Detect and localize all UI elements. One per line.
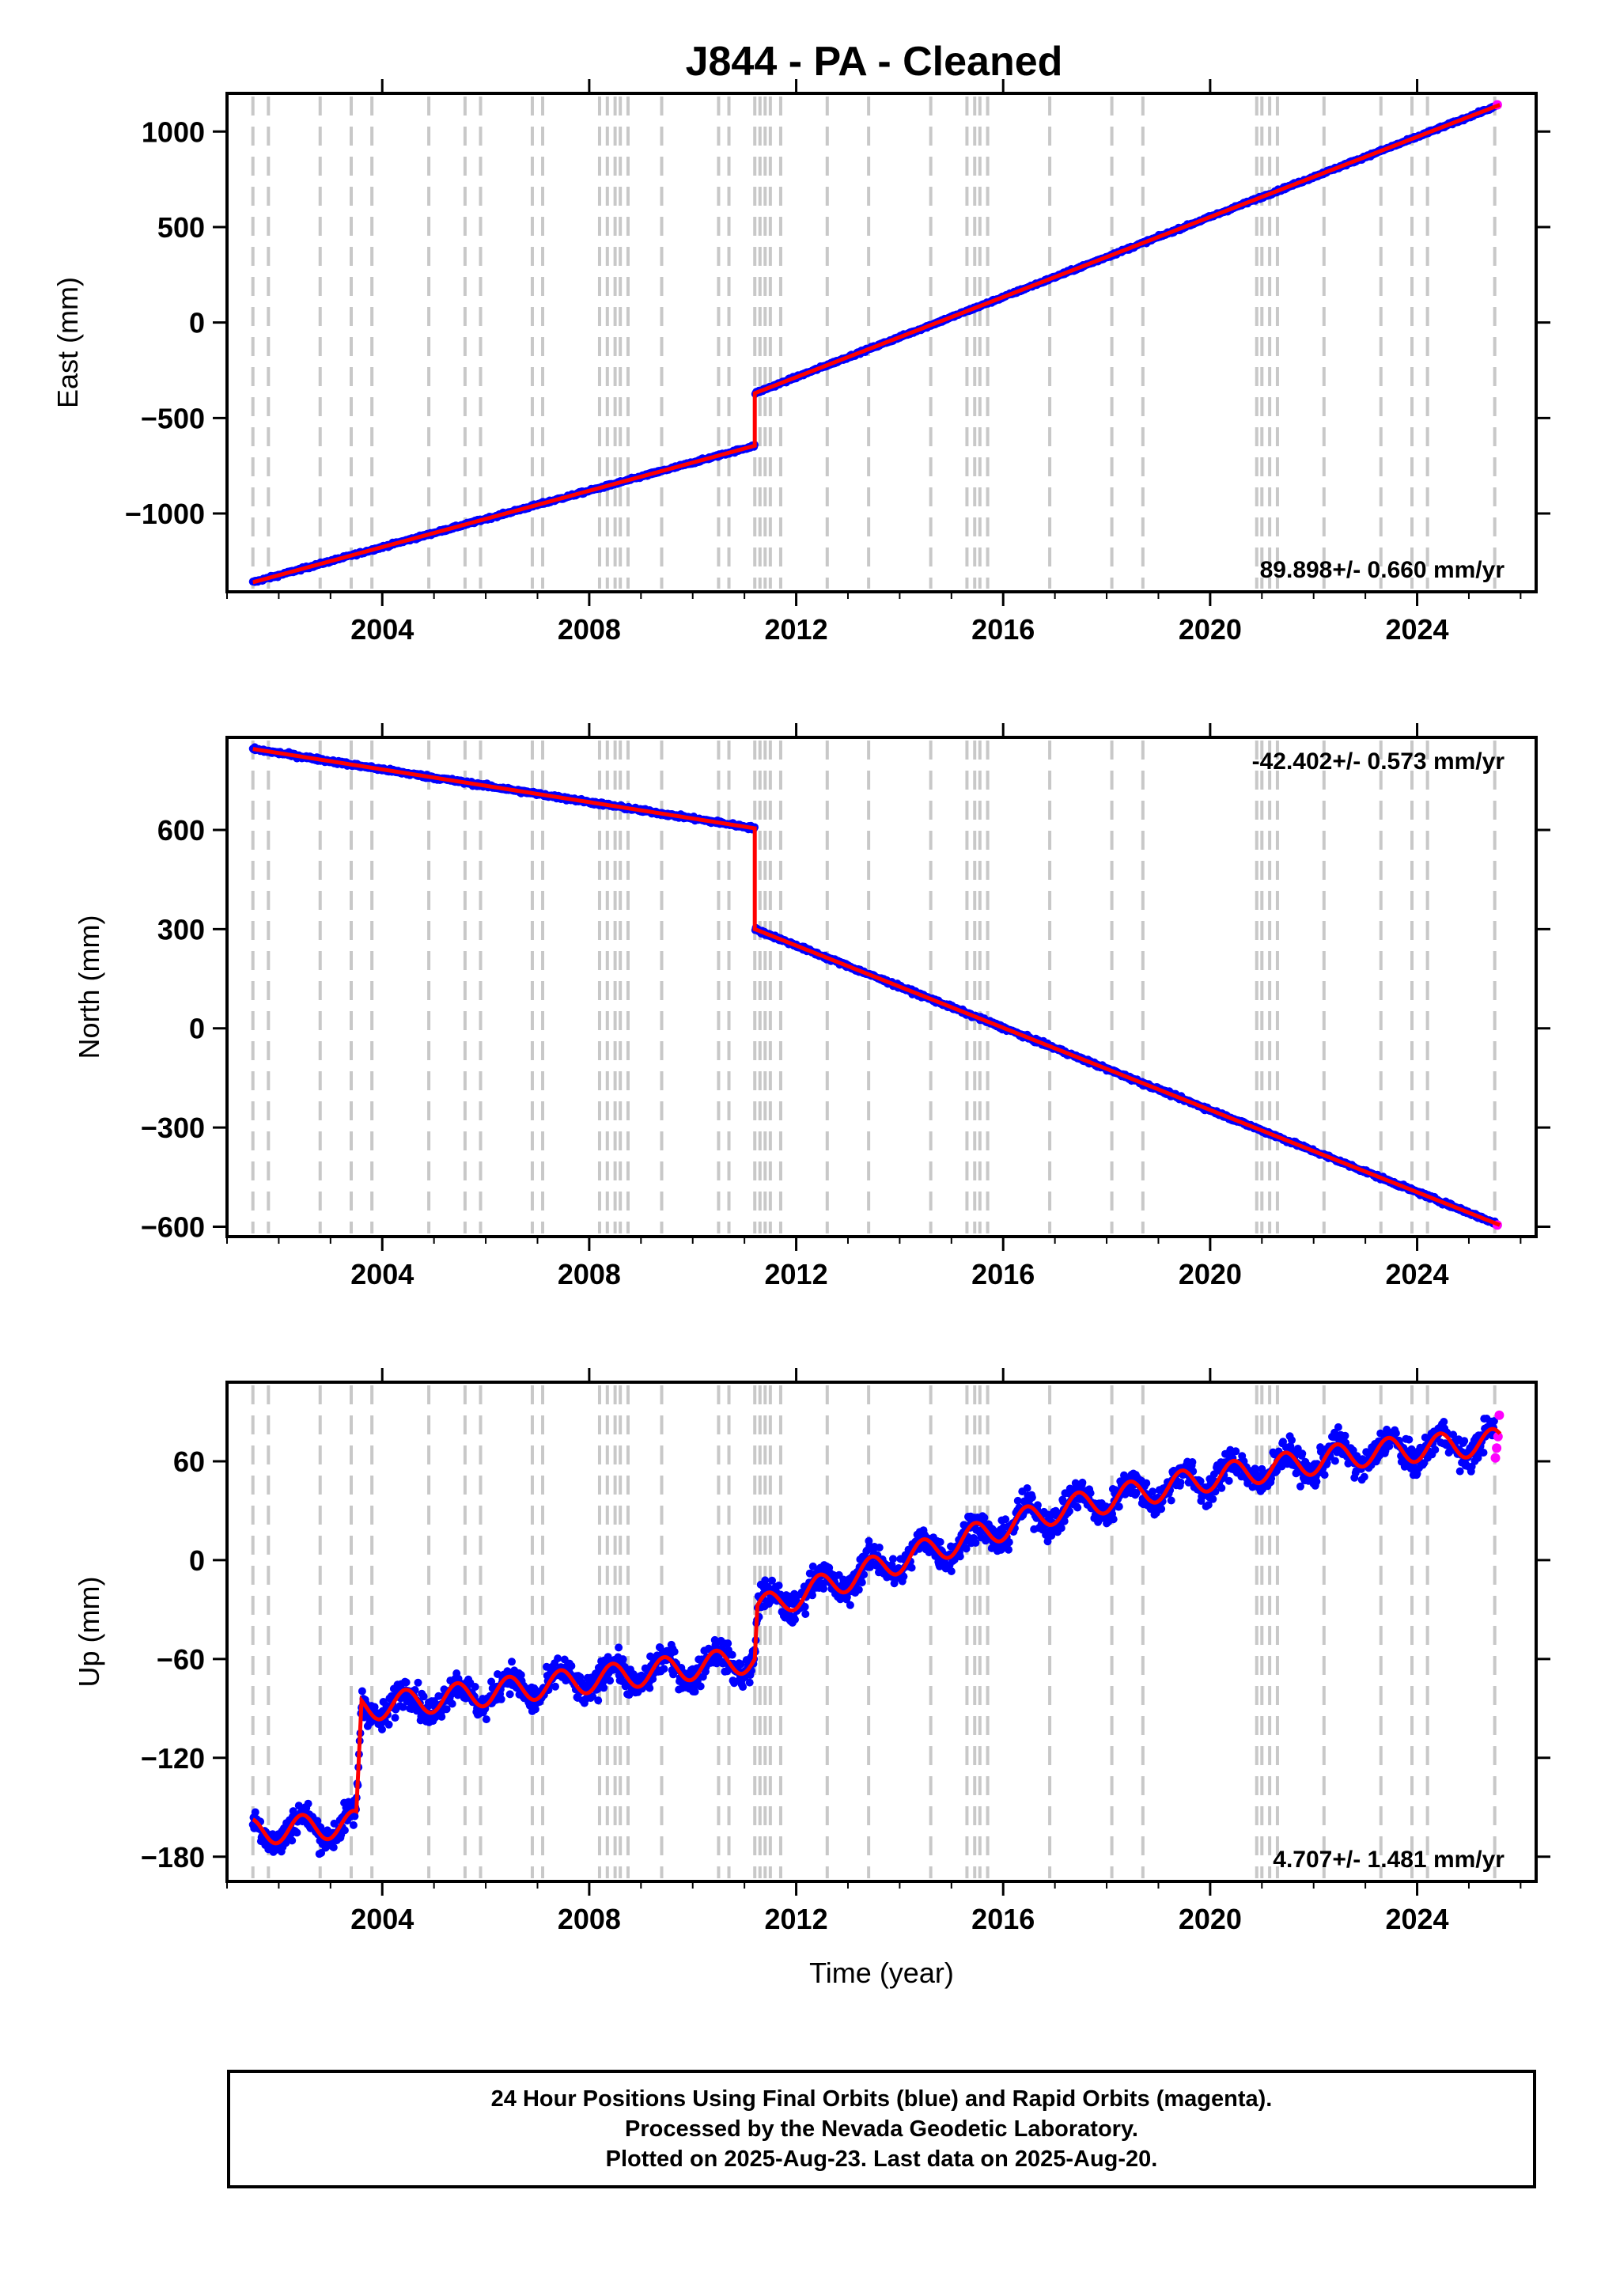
final-orbit-point bbox=[606, 1677, 615, 1685]
final-orbit-point bbox=[554, 1654, 562, 1663]
data-points bbox=[248, 100, 1502, 586]
x-tick-label: 2008 bbox=[558, 1258, 621, 1290]
final-orbit-point bbox=[645, 1684, 654, 1692]
final-orbit-point bbox=[619, 1655, 627, 1664]
x-tick-label: 2004 bbox=[350, 613, 414, 646]
final-orbit-point bbox=[414, 1678, 422, 1687]
final-orbit-point bbox=[391, 1714, 399, 1722]
final-orbit-point bbox=[660, 1665, 668, 1673]
x-tick-label: 2016 bbox=[971, 613, 1035, 646]
final-orbit-point bbox=[358, 1687, 366, 1695]
y-tick-label: −600 bbox=[141, 1211, 205, 1243]
x-tick-label: 2008 bbox=[558, 613, 621, 646]
final-orbit-point bbox=[471, 1683, 479, 1691]
final-orbit-point bbox=[329, 1843, 338, 1851]
panel-north: 2004 2008 2012 2016 2020 2024−600−3000300600 … bbox=[73, 723, 1550, 1290]
final-orbit-point bbox=[384, 1720, 393, 1729]
final-orbit-point bbox=[594, 1696, 603, 1705]
final-orbit-point bbox=[670, 1647, 679, 1656]
final-orbit-point bbox=[349, 1821, 358, 1829]
final-orbit-point bbox=[497, 1695, 505, 1703]
x-tick-label: 2024 bbox=[1385, 613, 1448, 646]
final-orbit-point bbox=[288, 1836, 297, 1845]
x-tick-label: 2012 bbox=[765, 613, 828, 646]
y-tick-label: 300 bbox=[157, 913, 205, 945]
final-orbit-point bbox=[378, 1725, 386, 1733]
final-orbit-point bbox=[551, 1682, 559, 1691]
final-orbit-point bbox=[402, 1678, 411, 1687]
event-lines bbox=[251, 741, 1497, 1233]
panel-east: 2004 2008 2012 2016 2020 2024 −1000 −500 0 500 100… bbox=[51, 79, 1550, 646]
y-tick-label: −300 bbox=[141, 1112, 205, 1144]
rate-label: 89.898+/- 0.660 mm/yr bbox=[1260, 557, 1505, 583]
y-tick-label: −1000 bbox=[125, 498, 205, 530]
data-points bbox=[248, 743, 1502, 1230]
final-orbit-point bbox=[696, 1682, 705, 1691]
y-tick-label: −500 bbox=[141, 402, 205, 434]
data-points bbox=[248, 1410, 1504, 1858]
y-axis-label: North (mm) bbox=[73, 915, 105, 1059]
final-orbit-point bbox=[340, 1826, 349, 1835]
x-tick-label: 2012 bbox=[765, 1258, 828, 1290]
rate-label: -42.402+/- 0.573 mm/yr bbox=[1252, 748, 1505, 775]
x-tick-label: 2020 bbox=[1179, 613, 1242, 646]
event-lines bbox=[251, 97, 1497, 589]
figure-title: J844 - PA - Cleaned bbox=[686, 39, 1063, 85]
final-orbit-point bbox=[448, 1699, 456, 1708]
final-orbit-point bbox=[251, 1808, 259, 1817]
y-axis-label: East (mm) bbox=[51, 277, 84, 408]
final-orbit-point bbox=[437, 1712, 446, 1721]
y-tick-label: 600 bbox=[157, 814, 205, 847]
final-orbit-point bbox=[505, 1690, 514, 1699]
final-orbit-point bbox=[419, 1692, 428, 1701]
x-tick-label: 2016 bbox=[971, 1258, 1035, 1290]
x-tick-label: 2024 bbox=[1385, 1258, 1448, 1290]
final-orbit-point bbox=[508, 1658, 516, 1666]
x-tick-label: 2020 bbox=[1179, 1258, 1242, 1290]
y-tick-label: 500 bbox=[157, 211, 205, 244]
final-orbit-point bbox=[600, 1684, 608, 1692]
final-orbit-point bbox=[304, 1799, 312, 1808]
final-orbit-point bbox=[482, 1715, 490, 1724]
y-tick-label: 1000 bbox=[142, 116, 205, 148]
x-tick-label: 2004 bbox=[350, 1258, 414, 1290]
final-orbit-point bbox=[293, 1828, 301, 1837]
y-tick-label: 0 bbox=[189, 307, 205, 339]
event-lines bbox=[251, 1385, 1497, 1878]
final-orbit-point bbox=[567, 1661, 576, 1670]
final-orbit-point bbox=[615, 1643, 623, 1652]
y-tick-label: 0 bbox=[189, 1013, 205, 1045]
